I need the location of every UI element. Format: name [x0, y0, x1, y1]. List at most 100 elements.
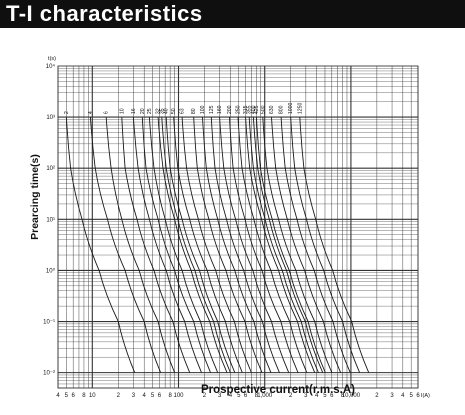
series-label-1000: 1000	[288, 102, 294, 114]
series-label-355: 355	[247, 105, 253, 114]
curve-630	[271, 117, 342, 373]
x-tick-label: 3	[390, 393, 394, 399]
x-tick-label: 100	[174, 393, 185, 399]
series-label-125: 125	[209, 105, 215, 114]
series-label-630: 630	[269, 105, 275, 114]
y-tick-label: 10⁴	[46, 63, 56, 70]
curve-16	[132, 117, 202, 373]
series-label-63: 63	[180, 108, 186, 114]
x-tick-label: 4	[229, 393, 233, 399]
series-label-35: 35	[159, 108, 165, 114]
curve-1000	[290, 117, 361, 373]
x-tick-label: 1,000	[257, 393, 273, 399]
x-tick-label: 3	[218, 393, 222, 399]
x-tick-label: 8	[168, 393, 172, 399]
curve-50	[173, 117, 243, 373]
x-tick-label: 4	[401, 393, 405, 399]
series-label-6: 6	[104, 111, 110, 114]
x-tick-label: 10,000	[342, 393, 361, 399]
curve-100	[202, 117, 272, 373]
x-tick-label: 4	[56, 393, 60, 399]
x-tick-label: 4	[315, 393, 319, 399]
curve-355	[248, 117, 319, 373]
series-label-500: 500	[260, 105, 266, 114]
y-tick-label: 10¹	[46, 217, 55, 223]
y-axis-label: Prearcing time(s)	[29, 154, 41, 240]
series-label-80: 80	[191, 108, 197, 114]
x-tick-label: 2	[203, 393, 207, 399]
x-tick-label: 6	[244, 393, 248, 399]
curve-2	[65, 117, 136, 373]
x-tick-label: 3	[304, 393, 308, 399]
x-tick-label: 6	[330, 393, 334, 399]
series-label-200: 200	[227, 105, 233, 114]
series-label-40: 40	[164, 108, 170, 114]
curve-40	[165, 117, 236, 373]
curve-1250	[299, 117, 370, 373]
curve-6	[105, 117, 176, 373]
plot-frame	[57, 65, 419, 389]
curve-200	[229, 117, 299, 373]
curve-315	[245, 117, 316, 373]
x-tick-label: 10	[89, 393, 96, 399]
series-label-20: 20	[140, 108, 146, 114]
y-tick-label: 10³	[46, 115, 55, 121]
curve-4	[89, 117, 162, 373]
curve-25	[148, 117, 219, 373]
curve-80	[193, 117, 263, 373]
series-label-16: 16	[131, 108, 137, 114]
x-tick-label: 5	[410, 393, 414, 399]
series-label-4: 4	[88, 111, 94, 114]
x-tick-label: 5	[65, 393, 69, 399]
title-bar: T-I characteristics	[0, 0, 465, 28]
x-axis-label: Prospective current(r.m.s.A)	[200, 384, 356, 396]
x-unit-label: I(A)	[421, 393, 430, 399]
curve-800	[280, 117, 351, 373]
x-tick-label: 5	[237, 393, 241, 399]
x-tick-label: 6	[72, 393, 76, 399]
x-tick-label: 6	[416, 393, 420, 399]
curve-63	[181, 117, 252, 373]
curve-500	[262, 117, 333, 373]
series-label-250: 250	[236, 105, 242, 114]
curve-400	[252, 117, 324, 373]
curve-35	[161, 117, 231, 373]
x-tick-label: 2	[289, 393, 293, 399]
curve-10	[121, 117, 191, 373]
series-label-10: 10	[119, 108, 125, 114]
series-label-32: 32	[156, 108, 162, 114]
y-unit-label: t(s)	[48, 56, 56, 62]
series-label-400: 400	[251, 105, 257, 114]
series-label-1250: 1250	[297, 102, 303, 114]
x-tick-label: 8	[82, 393, 86, 399]
x-tick-label: 2	[117, 393, 121, 399]
x-tick-label: 4	[143, 393, 147, 399]
curve-20	[141, 117, 211, 373]
curve-125	[210, 117, 280, 373]
series-label-25: 25	[147, 108, 153, 114]
curve-32	[157, 117, 228, 373]
curves	[65, 117, 370, 373]
series-label-425: 425	[254, 105, 260, 114]
curve-250	[237, 117, 308, 373]
series-label-100: 100	[200, 105, 206, 114]
series-label-2: 2	[64, 111, 70, 114]
y-tick-label: 10⁰	[46, 267, 56, 274]
series-label-800: 800	[279, 105, 285, 114]
curve-425	[255, 117, 326, 373]
chart-title: T-I characteristics	[6, 1, 203, 26]
x-tick-label: 5	[151, 393, 155, 399]
x-tick-label: 8	[341, 393, 345, 399]
x-tick-label: 5	[323, 393, 327, 399]
y-tick-label: 10⁻¹	[43, 320, 55, 326]
x-tick-label: 6	[158, 393, 162, 399]
series-label-315: 315	[243, 105, 249, 114]
y-tick-label: 10⁻²	[43, 371, 55, 377]
y-tick-label: 10²	[46, 166, 55, 172]
series-label-160: 160	[217, 105, 223, 114]
x-tick-label: 8	[255, 393, 259, 399]
x-tick-label: 3	[132, 393, 136, 399]
series-label-50: 50	[171, 108, 177, 114]
